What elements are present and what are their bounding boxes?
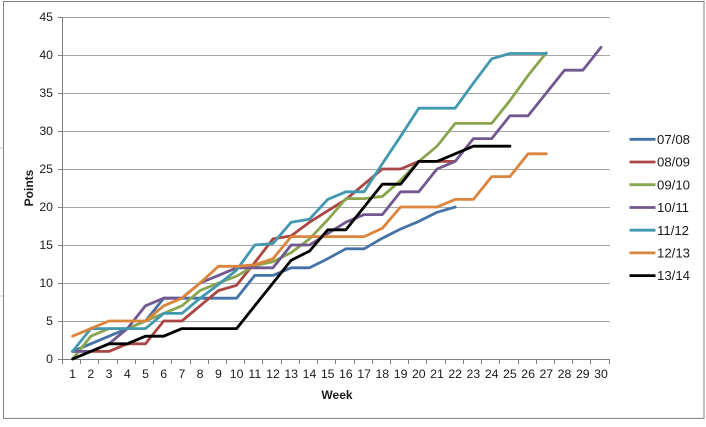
svg-text:23: 23	[467, 367, 481, 381]
svg-text:08/09: 08/09	[657, 155, 690, 170]
svg-text:22: 22	[448, 367, 462, 381]
svg-text:5: 5	[46, 314, 53, 328]
svg-text:09/10: 09/10	[657, 177, 690, 192]
svg-text:29: 29	[576, 367, 590, 381]
svg-text:45: 45	[39, 10, 53, 24]
svg-text:26: 26	[521, 367, 535, 381]
svg-text:10/11: 10/11	[657, 200, 689, 215]
svg-text:21: 21	[430, 367, 444, 381]
svg-text:07/08: 07/08	[657, 132, 690, 147]
svg-text:30: 30	[594, 367, 608, 381]
svg-text:35: 35	[39, 86, 53, 100]
svg-text:16: 16	[339, 367, 353, 381]
svg-text:Points: Points	[22, 169, 36, 206]
svg-text:19: 19	[394, 367, 408, 381]
svg-text:9: 9	[215, 367, 222, 381]
svg-text:4: 4	[124, 367, 131, 381]
svg-text:20: 20	[39, 200, 53, 214]
svg-text:1: 1	[69, 367, 76, 381]
svg-text:0: 0	[46, 352, 53, 366]
svg-text:13: 13	[284, 367, 298, 381]
svg-text:24: 24	[485, 367, 499, 381]
svg-text:15: 15	[321, 367, 335, 381]
svg-text:15: 15	[39, 238, 53, 252]
svg-text:10: 10	[230, 367, 244, 381]
svg-text:Week: Week	[321, 388, 352, 402]
svg-text:2: 2	[87, 367, 94, 381]
svg-text:6: 6	[160, 367, 167, 381]
svg-text:17: 17	[357, 367, 371, 381]
svg-text:14: 14	[303, 367, 317, 381]
svg-text:25: 25	[503, 367, 517, 381]
svg-text:27: 27	[539, 367, 553, 381]
svg-text:18: 18	[375, 367, 389, 381]
svg-text:30: 30	[39, 124, 53, 138]
svg-text:40: 40	[39, 48, 53, 62]
svg-text:11: 11	[248, 367, 261, 381]
svg-text:5: 5	[142, 367, 149, 381]
svg-text:12/13: 12/13	[657, 246, 690, 261]
svg-text:3: 3	[106, 367, 113, 381]
svg-text:25: 25	[39, 162, 53, 176]
svg-text:10: 10	[39, 276, 53, 290]
svg-text:12: 12	[266, 367, 280, 381]
svg-text:8: 8	[197, 367, 204, 381]
svg-text:11/12: 11/12	[657, 223, 689, 238]
svg-text:7: 7	[178, 367, 185, 381]
svg-text:13/14: 13/14	[657, 268, 690, 283]
svg-text:28: 28	[558, 367, 572, 381]
svg-text:20: 20	[412, 367, 426, 381]
